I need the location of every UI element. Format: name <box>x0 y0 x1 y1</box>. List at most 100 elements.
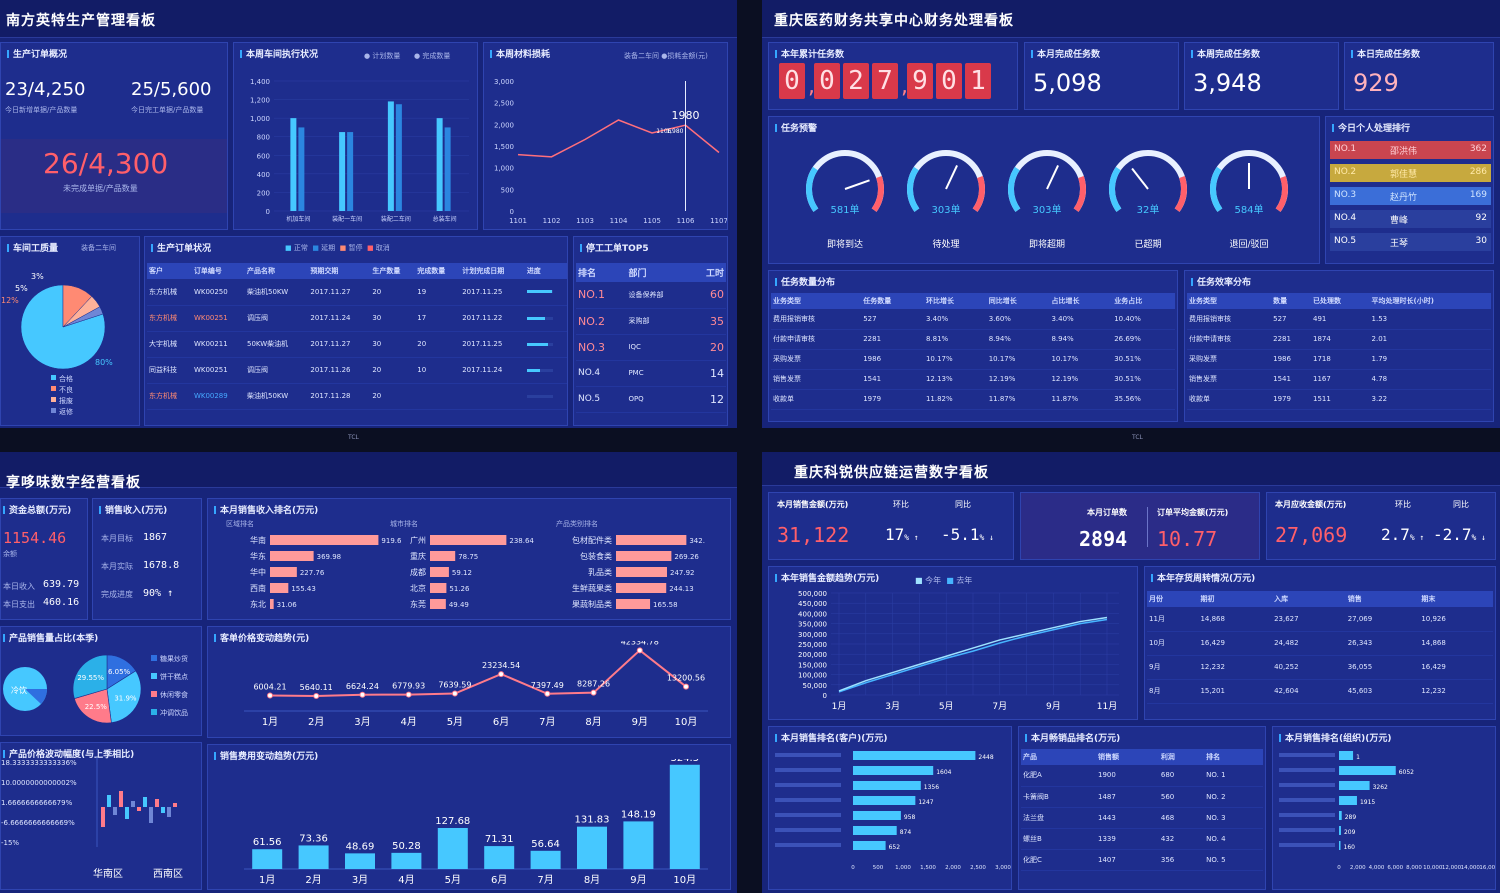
legend-swatch <box>51 397 56 402</box>
fee-bar <box>669 764 700 869</box>
table-row: 同益科技 WK00251 调压阀 2017.11.26 20 10 2017.11.24 <box>147 357 567 384</box>
panel-title: 销售收入(万元) <box>99 503 167 516</box>
kpi-value: 27,069 <box>1275 523 1348 547</box>
ranking-position: NO.2 <box>1334 167 1357 177</box>
table-row: 东方机械 WK00251 调压阀 2017.11.24 30 17 2017.11.22 <box>147 305 567 332</box>
rank-value-label: 165.58 <box>653 601 678 609</box>
legend-swatch <box>151 655 157 661</box>
x-tick-label: 7月 <box>539 716 555 728</box>
table-cell: 3.22 <box>1369 389 1491 410</box>
weekly-bar-chart: 1,400 1,200 1,000 800 600 400 200 0 机加车间 装配一车间 装配二… <box>250 78 469 223</box>
table-cell: 680 <box>1158 765 1205 787</box>
rank-value-label: 874 <box>900 829 912 836</box>
table-cell: 20 <box>370 357 416 384</box>
volatility-bar <box>155 799 159 807</box>
fee-data-label: 73.36 <box>299 833 328 844</box>
bezel-horizontal: TCL TCL <box>0 428 1500 452</box>
rank-bar <box>1339 811 1342 820</box>
fee-bar-chart: 61.56 1月 73.36 2月 48.69 3月 50.28 4月 127.68 5月 71.3… <box>244 759 708 886</box>
table-cell: 1.79 <box>1369 349 1491 370</box>
progress-fill <box>526 316 545 320</box>
panel-title: 本月完成任务数 <box>1031 47 1100 60</box>
table-cell: 23,627 <box>1272 607 1346 632</box>
legend-last-year: 去年 <box>956 576 973 585</box>
table-cell: 8月 <box>1147 679 1199 704</box>
rank-category-label: 生鲜蔬果类 <box>572 583 612 593</box>
category-label-placeholder <box>775 828 841 832</box>
x-tick-label: 5月 <box>939 701 954 712</box>
legend-done-label: 完成数量 <box>422 52 451 60</box>
y-tick-label: 50,000 <box>803 682 828 690</box>
status-legend: ■ 正常 ■ 延期 ■ 暂停 ■ 取消 <box>285 244 390 252</box>
avg-label: 订单平均金额(万元) <box>1157 508 1229 517</box>
kpi-sales-panel: 本月销售金额(万元) 环比 同比 31,122 17% ↑ -5.1% ↓ <box>768 492 1014 560</box>
price-data-label: 13200.56 <box>667 674 705 683</box>
y-tick-label: 800 <box>257 134 270 142</box>
x-tick-label: 11月 <box>1097 701 1117 712</box>
divider <box>1147 507 1148 547</box>
table-cell: NO.1 <box>576 282 627 309</box>
gauge-value: 581单 <box>830 204 859 216</box>
table-cell: 东方机械 <box>147 279 192 306</box>
panel-title: 本年销售金额趋势(万元) <box>775 571 879 584</box>
y-tick-label: 2,500 <box>494 100 514 108</box>
kpi-label: 本月应收金额(万元) <box>1275 500 1347 509</box>
gauge-low-zone <box>907 166 920 212</box>
pie-label: 3% <box>31 272 44 281</box>
table-row: 9月 12,232 40,252 36,055 16,429 <box>1147 655 1493 680</box>
x-tick-label: 7月 <box>992 701 1007 712</box>
stoppage-top5-panel: 停工工单TOP5 排名 部门 工时 NO.1 设备保养部 60 NO.2 采购部 35 NO… <box>573 236 728 426</box>
table-cell: 491 <box>1311 309 1370 330</box>
yoy-number: -2.7 <box>1433 525 1472 544</box>
mom-value: 2.7% ↑ <box>1381 525 1425 544</box>
table-cell: 东方机械 <box>147 383 192 410</box>
table-cell: 收款单 <box>1187 389 1272 410</box>
rank-value-label: 49.49 <box>449 601 469 609</box>
table-cell: NO.5 <box>576 386 627 413</box>
new-orders-label: 今日新增单据/产品数量 <box>5 106 78 114</box>
table-row: NO.3 IQC 20 <box>576 334 726 361</box>
column-header: 销售 <box>1345 591 1420 607</box>
pie-label: 80% <box>95 358 113 367</box>
table-row: NO.5 OPQ 12 <box>576 386 726 413</box>
avg-value: 10.77 <box>1157 527 1218 551</box>
table-row: 卡簧阀B 1487 560 NO. 2 <box>1021 786 1263 808</box>
rank-bar <box>430 567 449 577</box>
unfinished-box: 26/4,300 未完成单据/产品数量 <box>1 139 227 213</box>
table-cell: 收款单 <box>771 389 862 410</box>
done-bar <box>347 132 354 211</box>
y-tick-label: 350,000 <box>798 621 827 629</box>
header: 重庆科锐供应链运营数字看板 <box>762 452 1500 486</box>
legend-swatch <box>51 408 56 413</box>
y-tick-label: 300,000 <box>798 631 827 639</box>
rank-bar <box>430 583 447 593</box>
column-header: 月份 <box>1147 591 1199 607</box>
rank-value-label: 160 <box>1344 844 1356 851</box>
ranking-position: NO.1 <box>1334 144 1357 154</box>
sales-ranking-panel: 本月销售收入排名(万元) 区域排名 城市排名 产品类别排名 华南 919.6 华东 3… <box>207 498 731 620</box>
legend-swatch <box>151 691 157 697</box>
x-tick-label: 1,000 <box>895 865 911 871</box>
table-cell: 8.94% <box>1049 329 1113 350</box>
price-trend-panel: 客单价格变动趋势(元) 6004.21 1月 5640.11 2月 6624.24 3月 6… <box>207 626 731 738</box>
table-cell: 2017.11.27 <box>308 279 371 306</box>
table-cell <box>524 305 567 332</box>
table-row: 东方机械 WK00250 柴油机50KW 2017.11.27 20 19 2017.11.… <box>147 279 567 306</box>
table-cell: 9月 <box>1147 655 1199 680</box>
table-cell: IQC <box>626 334 691 361</box>
table-cell: 同益科技 <box>147 357 192 384</box>
fee-bar <box>577 826 607 869</box>
rank-bar <box>616 535 687 545</box>
panel-title: 本年累计任务数 <box>775 47 844 60</box>
price-point <box>636 647 643 654</box>
kpi-month-panel: 本月完成任务数 5,098 <box>1024 42 1179 110</box>
done-bar <box>395 104 402 211</box>
price-data-label: 6779.93 <box>392 682 425 691</box>
x-tick-label: 总装车间 <box>433 215 457 223</box>
x-tick-label: 1月 <box>262 716 278 728</box>
price-data-label: 6004.21 <box>253 683 286 692</box>
x-tick-label: 4月 <box>398 874 414 886</box>
rank-bar <box>1339 826 1341 835</box>
table-cell: 10 <box>415 357 461 384</box>
ranking-name: 王琴 <box>1390 239 1409 249</box>
